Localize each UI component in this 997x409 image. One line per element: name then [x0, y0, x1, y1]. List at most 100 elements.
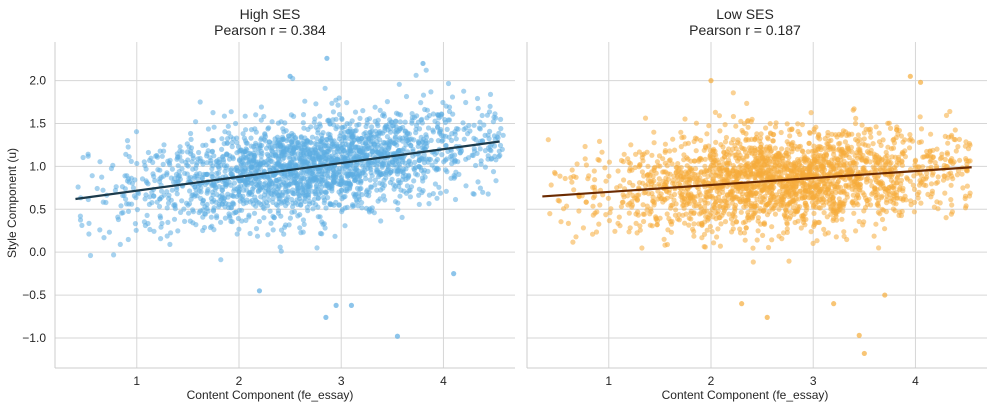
x-tick-label: 2 [708, 374, 715, 388]
scatter-point [808, 110, 814, 116]
scatter-point [912, 158, 918, 164]
scatter-point [294, 173, 300, 179]
scatter-point [948, 159, 954, 165]
scatter-point [334, 157, 340, 163]
scatter-point [221, 195, 227, 201]
scatter-point [389, 176, 395, 182]
scatter-point [651, 140, 657, 146]
scatter-point [188, 130, 194, 137]
scatter-point [657, 215, 663, 221]
scatter-point [94, 185, 100, 192]
scatter-point-outlier [861, 350, 867, 357]
scatter-point [962, 193, 969, 199]
scatter-point [612, 228, 618, 234]
scatter-point [583, 199, 589, 205]
scatter-point [761, 221, 767, 227]
scatter-point [698, 197, 704, 203]
scatter-point [882, 226, 888, 232]
scatter-point [401, 188, 407, 194]
scatter-point [383, 123, 389, 129]
scatter-point [795, 156, 801, 163]
y-tick-label: −1.0 [22, 331, 46, 345]
scatter-point [274, 177, 280, 183]
scatter-point [558, 219, 564, 225]
scatter-point [157, 148, 163, 154]
scatter-point [367, 130, 373, 136]
scatter-point [270, 195, 276, 201]
scatter-point [193, 222, 199, 228]
scatter-point [943, 215, 949, 221]
scatter-point [465, 155, 472, 161]
scatter-point [717, 214, 723, 221]
scatter-point [879, 206, 885, 212]
scatter-point [177, 144, 183, 150]
scatter-point [247, 156, 253, 162]
x-tick-label: 1 [605, 374, 612, 388]
scatter-point [209, 138, 215, 144]
scatter-point [371, 159, 377, 165]
scatter-point [211, 153, 217, 159]
scatter-point [253, 226, 260, 232]
scatter-point [671, 181, 678, 187]
scatter-point [747, 202, 753, 208]
scatter-point [835, 171, 841, 177]
scatter-point [441, 159, 447, 165]
scatter-point [803, 202, 810, 208]
scatter-point [751, 145, 758, 151]
scatter-point [204, 206, 210, 212]
scatter-point [602, 165, 608, 171]
scatter-point [290, 187, 296, 193]
scatter-point [145, 149, 151, 156]
scatter-point [955, 144, 961, 150]
scatter-point [929, 188, 936, 194]
scatter-point [320, 130, 326, 136]
scatter-point [806, 171, 812, 177]
scatter-point [742, 237, 748, 243]
scatter-point [733, 123, 739, 129]
scatter-point [774, 168, 780, 174]
scatter-point [409, 118, 415, 124]
scatter-point [274, 140, 280, 146]
scatter-point [334, 124, 340, 130]
scatter-point [375, 198, 381, 204]
scatter-point [182, 218, 188, 224]
scatter-point [200, 197, 206, 203]
scatter-point [838, 184, 844, 190]
scatter-point [100, 199, 106, 205]
scatter-point [570, 239, 576, 245]
scatter-point [748, 184, 754, 190]
scatter-point [251, 210, 258, 216]
scatter-point [665, 227, 671, 233]
scatter-point [403, 93, 410, 100]
scatter-point [168, 175, 174, 181]
scatter-point [215, 164, 221, 170]
scatter-point [247, 189, 253, 195]
scatter-point [178, 209, 184, 215]
scatter-point [446, 108, 453, 115]
scatter-point [365, 145, 371, 152]
scatter-point [895, 195, 901, 201]
scatter-point [299, 186, 306, 192]
scatter-point [595, 156, 601, 163]
scatter-point [289, 139, 295, 145]
scatter-point [670, 136, 676, 142]
scatter-point [89, 173, 95, 179]
scatter-point [247, 230, 253, 237]
scatter-point [800, 148, 806, 154]
scatter-point [300, 217, 306, 223]
scatter-point [790, 168, 796, 174]
scatter-point [730, 146, 736, 152]
scatter-point [297, 193, 303, 199]
scatter-point [197, 99, 203, 105]
scatter-point [319, 231, 325, 237]
scatter-point [576, 208, 582, 214]
scatter-point [291, 113, 297, 119]
scatter-point [204, 188, 211, 194]
scatter-point [825, 159, 831, 166]
scatter-point [363, 133, 369, 139]
scatter-point [436, 184, 442, 190]
scatter-point [426, 192, 432, 198]
scatter-point [288, 145, 294, 151]
scatter-point [354, 122, 360, 128]
scatter-point [377, 180, 383, 186]
